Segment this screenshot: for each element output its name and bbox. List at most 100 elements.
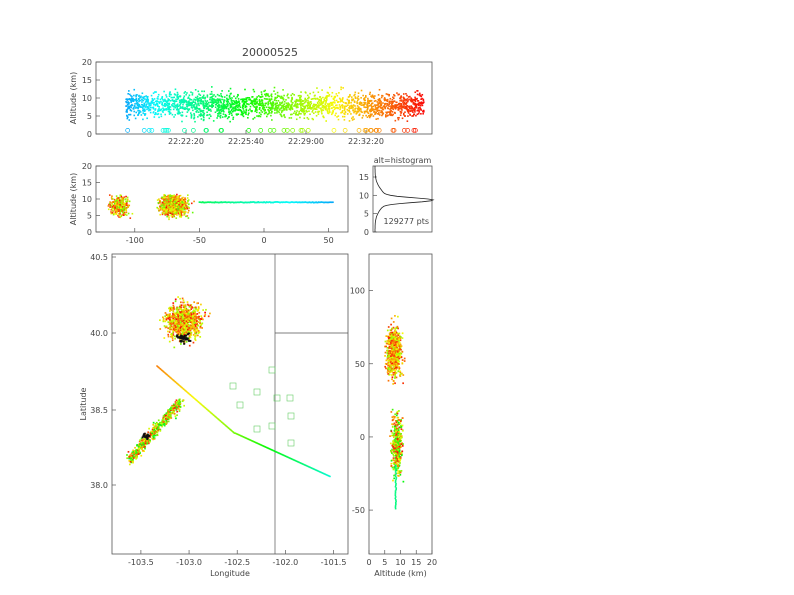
time-altitude-point <box>390 100 392 103</box>
lon-lat-cluster-upper-point <box>191 322 193 325</box>
time-altitude-point <box>203 104 206 107</box>
x-altitude-point <box>110 196 113 199</box>
time-altitude-point <box>413 102 415 105</box>
x-altitude-point <box>167 194 170 197</box>
lon-lat-cluster-upper-point <box>184 308 187 310</box>
time-altitude-point <box>202 103 205 106</box>
time-altitude-point <box>154 91 156 93</box>
time-altitude-point <box>201 114 203 117</box>
lon-lat-cluster-upper-point <box>198 311 201 314</box>
lon-lat-cluster-lower-point <box>178 410 181 412</box>
time-altitude-point <box>317 102 319 105</box>
time-altitude-point <box>404 105 407 108</box>
time-altitude-point <box>367 112 370 115</box>
time-altitude-point <box>351 98 353 101</box>
time-altitude-point <box>364 103 366 106</box>
lon-lat-cluster-upper-point <box>193 301 196 304</box>
time-altitude-point <box>389 111 392 114</box>
x-altitude-point <box>182 196 184 199</box>
x-altitude-point <box>116 210 119 212</box>
time-altitude-point <box>386 93 389 96</box>
x-altitude-point <box>165 198 167 200</box>
time-altitude-point <box>223 104 225 107</box>
x-altitude-point <box>111 201 114 203</box>
time-altitude-point <box>420 95 423 98</box>
time-altitude-point <box>131 103 133 106</box>
lon-lat-cluster-upper-point <box>194 338 196 340</box>
time-altitude-point <box>249 105 252 108</box>
time-altitude-point <box>381 108 384 110</box>
x-altitude-point <box>117 198 120 201</box>
time-altitude-point <box>232 108 235 110</box>
time-altitude-point <box>257 115 260 118</box>
time-altitude-point <box>323 98 325 101</box>
time-altitude-point <box>234 109 237 112</box>
time-altitude-point <box>302 109 305 112</box>
time-altitude-point <box>140 114 143 116</box>
time-altitude-point <box>227 98 230 101</box>
time-altitude-point <box>130 101 132 104</box>
lon-lat-cluster-upper-point <box>179 329 182 332</box>
lon-lat-cluster-upper-point <box>169 309 171 311</box>
time-altitude-point <box>371 109 374 111</box>
time-altitude-point <box>327 104 330 106</box>
x-altitude-point <box>112 210 114 213</box>
x-altitude-point <box>169 212 172 215</box>
time-altitude-point <box>400 103 403 105</box>
time-altitude-point <box>276 106 279 109</box>
x-altitude-point <box>175 199 178 202</box>
time-altitude-point <box>208 113 211 116</box>
time-altitude-point <box>312 112 315 115</box>
lon-lat-cluster-upper-dark <box>185 334 188 337</box>
time-altitude-point <box>217 107 220 110</box>
lon-lat-cluster-upper-point <box>192 314 194 317</box>
time-altitude-point <box>230 100 233 102</box>
x-altitude-point <box>183 214 185 216</box>
time-altitude-point <box>302 105 304 107</box>
x-altitude-trail <box>218 201 221 204</box>
x-altitude-point <box>180 214 183 217</box>
time-altitude-point <box>394 108 397 110</box>
lon-lat-cluster-lower-point <box>177 408 180 410</box>
time-altitude-point <box>236 102 239 104</box>
x-altitude-point <box>168 195 171 198</box>
x-altitude-point <box>116 201 118 203</box>
time-altitude-point <box>207 108 210 110</box>
time-altitude-point <box>187 104 190 107</box>
time-altitude-point <box>271 105 273 107</box>
time-altitude-point <box>321 105 324 107</box>
lon-lat-cluster-upper-point <box>196 328 199 331</box>
time-altitude-point <box>300 98 302 101</box>
time-altitude-point <box>228 95 231 97</box>
lon-lat-cluster-upper-point <box>204 311 206 314</box>
time-altitude-point <box>268 110 270 113</box>
x-altitude-point <box>175 217 178 219</box>
time-altitude-point <box>253 106 256 108</box>
time-altitude-point <box>268 100 271 102</box>
time-altitude-point <box>407 99 409 102</box>
x-altitude-point <box>185 207 188 210</box>
lon-lat-cluster-upper-point <box>195 334 197 337</box>
x-altitude-point <box>173 195 176 197</box>
time-altitude-point <box>275 104 277 107</box>
x-altitude-trail <box>269 201 271 203</box>
time-altitude-point <box>202 113 205 116</box>
time-altitude-point <box>280 111 283 113</box>
lon-lat-cluster-upper-point <box>194 339 197 342</box>
time-altitude-point <box>364 95 367 97</box>
time-altitude-point <box>368 102 371 105</box>
x-altitude-point <box>158 200 161 203</box>
x-altitude-point <box>161 201 164 204</box>
time-altitude-point <box>358 109 361 112</box>
time-altitude-point <box>307 99 309 102</box>
time-altitude-point <box>341 100 343 103</box>
time-altitude-point <box>376 113 379 115</box>
lon-lat-cluster-upper-point <box>191 321 194 323</box>
time-altitude-point <box>237 109 240 112</box>
lon-lat-cluster-lower-point <box>165 419 168 422</box>
x-altitude-point <box>187 206 190 209</box>
x-altitude-point <box>159 213 161 216</box>
x-altitude-trail <box>215 201 217 204</box>
time-altitude-point <box>392 108 395 111</box>
x-altitude-point <box>123 209 125 212</box>
